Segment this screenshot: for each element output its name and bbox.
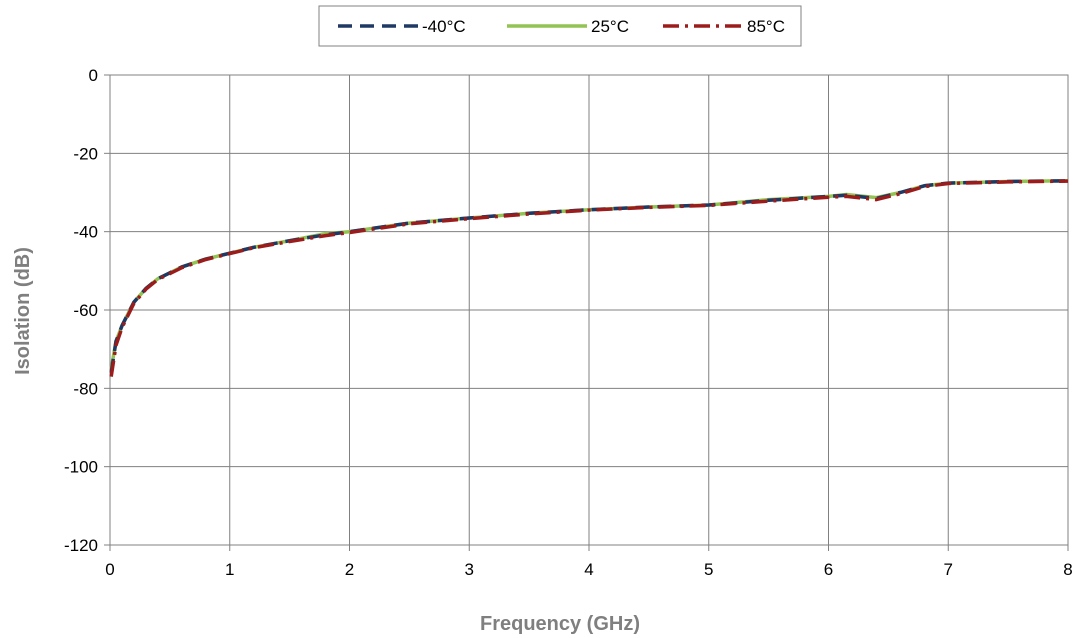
x-tick-label: 5 — [704, 560, 713, 579]
legend: -40°C 25°C 85°C — [318, 5, 802, 47]
y-tick-label: -80 — [73, 379, 98, 398]
x-axis-title: Frequency (GHz) — [480, 613, 640, 635]
legend-label: 85°C — [747, 17, 785, 36]
y-tick-labels: 0 -20 -40 -60 -80 -100 -120 — [64, 66, 98, 555]
legend-label: 25°C — [591, 17, 629, 36]
y-tick-label: -40 — [73, 223, 98, 242]
y-tick-label: -20 — [73, 144, 98, 163]
x-tick-label: 8 — [1063, 560, 1072, 579]
legend-items: -40°C 25°C 85°C — [338, 17, 785, 36]
y-tick-label: -120 — [64, 536, 98, 555]
y-tick-label: -60 — [73, 301, 98, 320]
x-tick-label: 4 — [584, 560, 593, 579]
x-tick-label: 1 — [225, 560, 234, 579]
x-tick-label: 0 — [105, 560, 114, 579]
x-tick-label: 6 — [824, 560, 833, 579]
series-lines — [109, 179, 1069, 377]
plot-area — [109, 74, 1069, 546]
x-tick-label: 7 — [944, 560, 953, 579]
x-tick-label: 2 — [345, 560, 354, 579]
legend-label: -40°C — [422, 17, 466, 36]
x-tick-label: 3 — [465, 560, 474, 579]
series-line-2 — [109, 179, 1069, 377]
y-tick-label: -100 — [64, 458, 98, 477]
x-tick-labels: 0 1 2 3 4 5 6 7 8 — [105, 560, 1072, 579]
y-axis-title: Isolation (dB) — [12, 247, 34, 375]
grid — [104, 74, 1069, 551]
y-tick-label: 0 — [89, 66, 98, 85]
